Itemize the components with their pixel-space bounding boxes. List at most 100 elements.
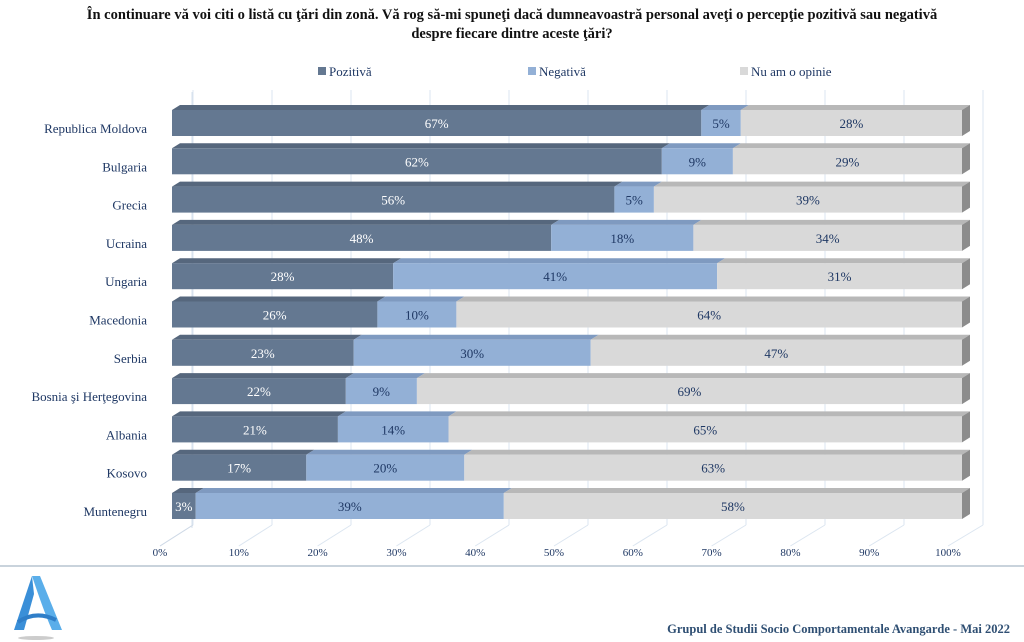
bar-segment bbox=[172, 224, 552, 251]
bar-top-face bbox=[717, 258, 970, 264]
x-tick-label: 60% bbox=[623, 547, 643, 559]
data-label: 28% bbox=[271, 269, 295, 284]
bar-top-face bbox=[172, 488, 204, 493]
bar-top-face bbox=[590, 334, 970, 340]
data-label: 58% bbox=[721, 499, 745, 514]
bar-end-face bbox=[962, 488, 970, 519]
bar-end-face bbox=[962, 411, 970, 443]
bar-segment bbox=[172, 454, 307, 481]
x-tick-label: 20% bbox=[308, 547, 328, 559]
footer-source: Grupul de Studii Socio Comportamentale A… bbox=[667, 622, 1010, 636]
bar-top-face bbox=[306, 449, 473, 455]
bar-segment bbox=[416, 378, 962, 405]
bar-top-face bbox=[377, 296, 465, 302]
floor-gridline bbox=[711, 524, 747, 547]
bar-segment bbox=[172, 263, 394, 290]
bar-end-face bbox=[962, 143, 970, 175]
bar-segment bbox=[172, 378, 346, 405]
bar-segment bbox=[172, 339, 354, 366]
data-label: 9% bbox=[689, 154, 707, 169]
floor-gridline bbox=[317, 524, 352, 547]
data-label: 5% bbox=[625, 193, 643, 208]
data-label: 48% bbox=[350, 231, 374, 246]
floor-gridline bbox=[790, 524, 826, 547]
bar-top-face bbox=[172, 411, 346, 417]
bar-end-face bbox=[962, 105, 970, 136]
bar-end-face bbox=[962, 219, 970, 251]
legend-label: Pozitivă bbox=[329, 64, 372, 79]
title-line-2: despre fiecare dintre aceste ţări? bbox=[411, 26, 613, 42]
bar-top-face bbox=[503, 488, 970, 493]
data-label: 56% bbox=[381, 193, 405, 208]
data-label: 39% bbox=[796, 193, 820, 208]
bar-top-face bbox=[172, 334, 362, 340]
x-tick-label: 70% bbox=[702, 547, 722, 559]
bar-segment bbox=[701, 110, 741, 136]
bar-segment bbox=[551, 224, 694, 251]
data-label: 5% bbox=[712, 116, 730, 131]
data-label: 17% bbox=[227, 461, 251, 476]
category-label: Muntenegru bbox=[83, 504, 147, 519]
bar-segment bbox=[693, 224, 962, 251]
x-tick-label: 50% bbox=[544, 547, 564, 559]
bar-segment bbox=[448, 416, 962, 443]
bar-segment bbox=[306, 454, 465, 481]
floor-gridline bbox=[947, 524, 984, 547]
bar-segment bbox=[353, 339, 591, 366]
floor-gridline bbox=[474, 524, 510, 547]
data-label: 9% bbox=[373, 384, 391, 399]
bar-top-face bbox=[172, 296, 386, 302]
category-label: Kosovo bbox=[107, 466, 147, 481]
data-label: 20% bbox=[373, 461, 397, 476]
avangarde-logo bbox=[14, 576, 62, 640]
bar-top-face bbox=[172, 258, 402, 264]
data-label: 21% bbox=[243, 422, 267, 437]
bar-top-face bbox=[172, 105, 710, 110]
category-label: Serbia bbox=[114, 351, 147, 366]
data-label: 62% bbox=[405, 154, 429, 169]
data-label: 30% bbox=[460, 346, 484, 361]
floor-gridline bbox=[238, 524, 273, 547]
data-label: 34% bbox=[816, 231, 840, 246]
data-label: 69% bbox=[678, 384, 702, 399]
bar-segment bbox=[172, 148, 662, 175]
bar-segment bbox=[377, 301, 457, 328]
category-label: Ungaria bbox=[105, 274, 147, 289]
data-label: 65% bbox=[693, 422, 717, 437]
category-label: Macedonia bbox=[89, 313, 147, 328]
bar-top-face bbox=[353, 334, 599, 340]
data-label: 31% bbox=[828, 269, 852, 284]
floor-gridline bbox=[396, 524, 431, 547]
bar-segment bbox=[195, 493, 504, 519]
bar-end-face bbox=[962, 258, 970, 290]
data-label: 63% bbox=[701, 461, 725, 476]
bar-segment bbox=[337, 416, 449, 443]
bar-segment bbox=[172, 493, 196, 519]
data-label: 26% bbox=[263, 308, 287, 323]
bar-top-face bbox=[456, 296, 970, 302]
title-line-1: În continuare vă voi citi o listă cu ţăr… bbox=[86, 7, 938, 23]
data-label: 28% bbox=[839, 116, 863, 131]
bar-segment bbox=[732, 148, 962, 175]
bar-top-face bbox=[653, 181, 970, 187]
chart-title: În continuare vă voi citi o listă cu ţăr… bbox=[0, 6, 1024, 44]
bar-top-face bbox=[345, 373, 425, 379]
bar-segment bbox=[456, 301, 962, 328]
bar-segment bbox=[590, 339, 962, 366]
category-label: Republica Moldova bbox=[44, 121, 147, 136]
x-tick-label: 100% bbox=[935, 547, 961, 559]
data-label: 39% bbox=[338, 499, 362, 514]
floor-edge bbox=[159, 524, 194, 547]
floor-gridline bbox=[868, 524, 905, 547]
data-label: 22% bbox=[247, 384, 271, 399]
category-label: Albania bbox=[106, 427, 147, 442]
bar-top-face bbox=[693, 219, 970, 225]
bar-segment bbox=[393, 263, 718, 290]
bar-segment bbox=[653, 186, 962, 213]
data-label: 3% bbox=[175, 499, 193, 514]
bar-segment bbox=[503, 493, 962, 519]
bar-top-face bbox=[661, 143, 741, 149]
bar-end-face bbox=[962, 334, 970, 366]
bar-segment bbox=[740, 110, 962, 136]
